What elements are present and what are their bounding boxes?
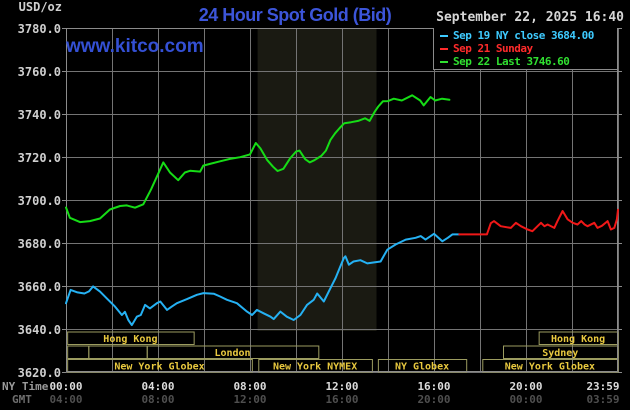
gmt-tick-label: 20:00 (417, 393, 451, 406)
session-label-hong-kong: Hong Kong (103, 334, 157, 345)
y-tick-label: 3700.0 (17, 193, 61, 208)
session-box-hong-kong (67, 331, 195, 345)
page-title: 24 Hour Spot Gold (Bid) (198, 5, 392, 25)
y-tick-label: 3620.0 (17, 365, 61, 380)
ny-time-tick-label: 00:00 (49, 380, 83, 393)
session-box-hong-kong (538, 331, 619, 345)
ny-time-tick-label: 23:59 (586, 380, 620, 393)
legend-label: Sep 22 Last 3746.60 (453, 55, 570, 68)
y-tick-label: 3740.0 (17, 107, 61, 122)
session-label-sydney: Sydney (542, 348, 578, 359)
series-line-sep22 (65, 94, 451, 224)
y-tick-label: 3680.0 (17, 236, 61, 251)
session-box-london (146, 345, 320, 359)
kitco-watermark-link[interactable]: www.kitco.com (66, 36, 204, 57)
session-label-ny-globex: NY Globex (395, 362, 449, 373)
ny-time-tick-label: 04:00 (141, 380, 175, 393)
plot-border (66, 28, 618, 372)
gmt-tick-label: 16:00 (325, 393, 359, 406)
legend-dash-icon (440, 47, 448, 50)
gmt-tick-label: 03:59 (586, 393, 620, 406)
ny-time-tick-label: 20:00 (509, 380, 543, 393)
legend-item-sep19: Sep 19 NY close 3684.00 (440, 29, 617, 42)
y-tick-label: 3660.0 (17, 279, 61, 294)
session-label-new-york-nymex: New York NYMEX (273, 362, 357, 373)
legend-dash-icon (440, 34, 448, 37)
y-tick-label: 3780.0 (17, 21, 61, 36)
chart-datetime: September 22, 2025 16:40 (436, 10, 624, 25)
legend-item-sep21: Sep 21 Sunday (440, 42, 617, 55)
series-line-sep21 (458, 208, 619, 236)
nymex-session-band (257, 28, 377, 331)
gmt-tick-label: 00:00 (509, 393, 543, 406)
ny-time-row-label: NY Time (2, 380, 49, 393)
units-label: USD/oz (18, 0, 62, 14)
session-box-sydney (503, 345, 619, 359)
legend-label: Sep 19 NY close 3684.00 (453, 29, 594, 42)
y-tick-label: 3720.0 (17, 150, 61, 165)
session-label-hong-kong: Hong Kong (551, 334, 605, 345)
gmt-row-label: GMT (12, 393, 32, 406)
gmt-tick-label: 08:00 (141, 393, 175, 406)
session-label-new-york-globex: New York Globex (114, 362, 204, 373)
gmt-tick-label: 04:00 (49, 393, 83, 406)
session-box (88, 345, 148, 359)
legend: Sep 19 NY close 3684.00 Sep 21 Sunday Sep … (433, 28, 617, 70)
y-tick-label: 3760.0 (17, 64, 61, 79)
legend-dash-icon (440, 60, 448, 63)
session-label-london: London (214, 348, 250, 359)
session-box (67, 345, 90, 359)
gmt-tick-label: 12:00 (233, 393, 267, 406)
ny-time-tick-label: 08:00 (233, 380, 267, 393)
session-label-new-york-globex: New York Globex (505, 362, 595, 373)
ny-time-tick-label: 16:00 (417, 380, 451, 393)
y-tick-label: 3640.0 (17, 322, 61, 337)
legend-item-sep22: Sep 22 Last 3746.60 (440, 55, 617, 68)
series-line-sep19 (65, 232, 461, 327)
legend-label: Sep 21 Sunday (453, 42, 533, 55)
ny-time-tick-label: 12:00 (325, 380, 359, 393)
